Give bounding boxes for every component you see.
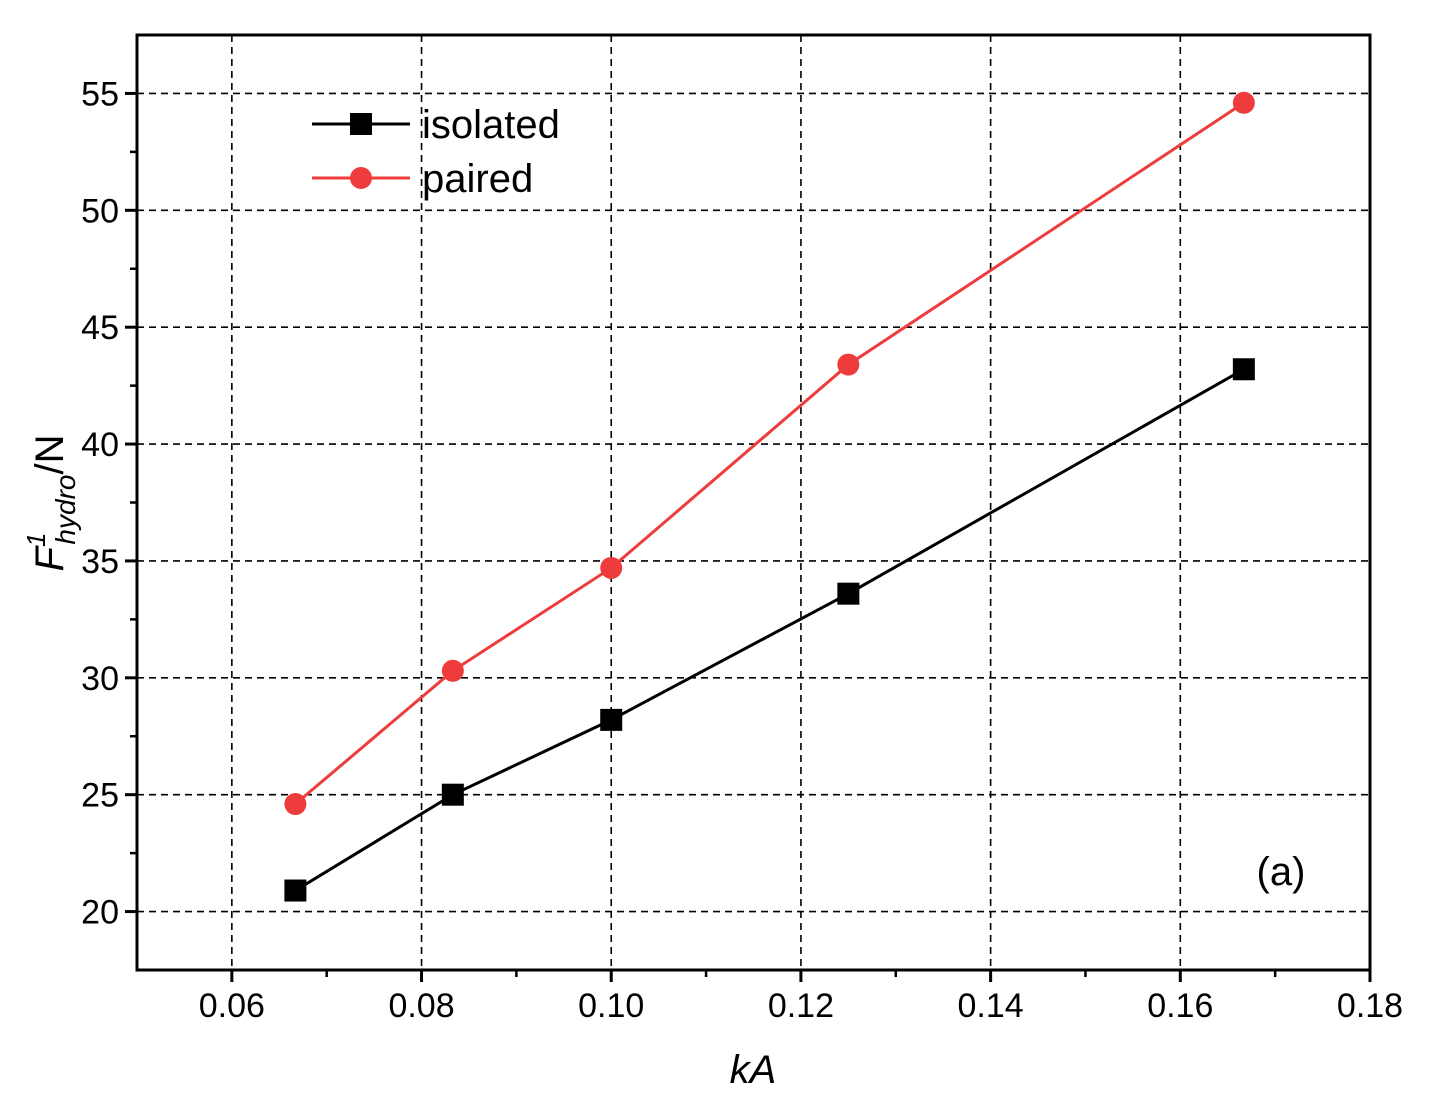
y-tick-label: 50 xyxy=(81,192,119,230)
grid xyxy=(137,35,1370,970)
legend-marker-paired xyxy=(350,167,372,189)
legend-label-paired: paired xyxy=(422,157,533,201)
legend: isolated paired xyxy=(312,103,560,201)
plot-frame xyxy=(135,33,1372,972)
y-tick-label: 35 xyxy=(81,543,119,581)
data-point-paired xyxy=(1232,91,1255,114)
y-axis-title: F1hydro/N xyxy=(21,435,81,572)
series-layer xyxy=(284,91,1255,902)
y-tick-label: 20 xyxy=(81,894,119,932)
data-point-isolated xyxy=(284,879,307,902)
data-point-paired xyxy=(837,353,860,376)
y-tick-label: 25 xyxy=(81,777,119,815)
panel-annotation: (a) xyxy=(1257,850,1306,894)
y-tick-label: 40 xyxy=(81,426,119,464)
data-point-isolated xyxy=(441,783,464,806)
data-point-paired xyxy=(284,793,307,816)
x-axis-title: kA xyxy=(730,1048,777,1092)
data-point-paired xyxy=(600,556,623,579)
y-tick-label: 55 xyxy=(81,75,119,113)
y-axis-title-base: F xyxy=(28,544,72,571)
series-line-isolated xyxy=(294,367,1245,892)
x-tick-label: 0.06 xyxy=(199,987,265,1025)
x-tick-label: 0.12 xyxy=(768,987,834,1025)
x-tick-label: 0.18 xyxy=(1337,987,1403,1025)
y-axis-title-unit: /N xyxy=(28,435,72,475)
legend-label-isolated: isolated xyxy=(422,103,560,147)
y-axis-title-superscript: 1 xyxy=(21,533,51,547)
data-point-paired xyxy=(441,659,464,682)
y-axis-title-subscript: hydro xyxy=(50,475,81,545)
ticks: 0.06 0.08 0.10 0.12 0.14 0.16 0.18 20 25 30 35 40 45… xyxy=(81,75,1403,1025)
legend-marker-isolated xyxy=(350,113,372,135)
x-tick-label: 0.14 xyxy=(958,987,1024,1025)
x-tick-label: 0.08 xyxy=(388,987,454,1025)
series-line-paired xyxy=(294,101,1245,806)
data-point-isolated xyxy=(1232,358,1255,381)
data-point-isolated xyxy=(837,582,860,605)
x-tick-label: 0.10 xyxy=(578,987,644,1025)
data-point-isolated xyxy=(600,708,623,731)
y-tick-label: 30 xyxy=(81,660,119,698)
y-tick-label: 45 xyxy=(81,309,119,347)
x-tick-label: 0.16 xyxy=(1147,987,1213,1025)
